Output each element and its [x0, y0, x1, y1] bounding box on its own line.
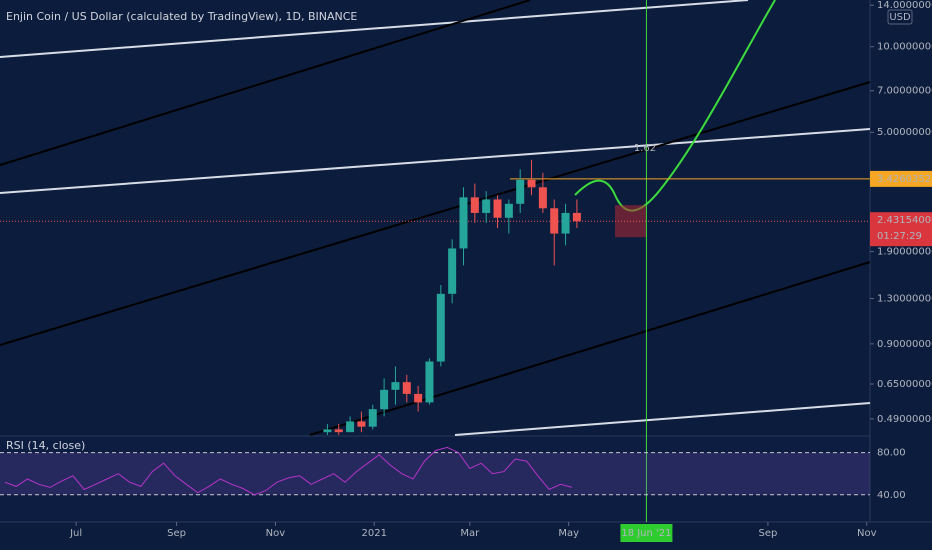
candle-body — [527, 179, 536, 188]
currency-badge — [887, 9, 913, 25]
candle-body — [346, 421, 355, 433]
x-tick-label: Jul — [69, 528, 82, 539]
last-price-label: 2.43154006 — [877, 215, 932, 226]
indicator-line — [4, 446, 573, 496]
x-tick-label: Sep — [167, 528, 186, 539]
y-tick-label: 1.90000000 — [877, 247, 932, 258]
y-tick-label: 10.00000000 — [877, 42, 932, 53]
projection-curve — [574, 0, 776, 212]
currency-label: USD — [889, 12, 911, 23]
candle-body — [504, 203, 513, 218]
candle-body — [448, 248, 457, 294]
y-tick-label: 0.49000000 — [877, 414, 932, 425]
y-tick-label: 5.00000000 — [877, 127, 932, 138]
marker-badge — [620, 524, 673, 542]
y-tick-label: 0.90000000 — [877, 339, 932, 350]
candle-body — [550, 208, 559, 234]
rsi-tick-label: 80.00 — [877, 448, 906, 459]
candle-body — [482, 199, 491, 213]
drawings — [0, 0, 871, 436]
y-tick-label: 7.00000000 — [877, 86, 932, 97]
trend-line — [0, 81, 871, 346]
level-badge — [870, 170, 932, 187]
candle-body — [391, 382, 400, 390]
y-tick-label: 1.30000000 — [877, 293, 932, 304]
candle-body — [538, 187, 547, 209]
x-tick-label: Sep — [759, 528, 778, 539]
candle-body — [380, 389, 389, 410]
candle-body — [436, 293, 445, 362]
candle-body — [402, 382, 411, 394]
candle-body — [561, 212, 570, 234]
candle-body — [368, 409, 377, 427]
trend-line — [0, 128, 871, 194]
trend-line — [0, 0, 531, 166]
candle-body — [516, 179, 525, 204]
candle-body — [414, 393, 423, 403]
candle-body — [493, 199, 502, 218]
level-label: 3.42603523 — [877, 174, 932, 185]
rsi-band — [0, 452, 870, 495]
candle-body — [334, 429, 343, 433]
x-tick-label: Mar — [460, 528, 480, 539]
x-tick-label: Nov — [857, 528, 877, 539]
x-tick-label: Nov — [266, 528, 286, 539]
trend-line — [309, 261, 871, 436]
fib-label: 1.62 — [634, 143, 656, 154]
x-tick-label: May — [558, 528, 579, 539]
candle-body — [470, 197, 479, 213]
y-tick-label: 14.00000000 — [877, 0, 932, 11]
x-tick-label: 2021 — [362, 528, 387, 539]
price-badge — [870, 212, 932, 247]
indicator-name: RSI (14, close) — [6, 439, 85, 452]
marker-label: 18 Jun '21 — [621, 528, 671, 539]
trend-line — [0, 0, 749, 58]
y-tick-label: 0.65000000 — [877, 379, 932, 390]
candle-body — [459, 197, 468, 249]
candle-body — [357, 421, 366, 427]
candle-body — [323, 429, 332, 433]
rsi-tick-label: 40.00 — [877, 490, 906, 501]
countdown-label: 01:27:29 — [877, 231, 922, 242]
candles — [323, 159, 581, 435]
candle-body — [572, 212, 581, 222]
chart-title: Enjin Coin / US Dollar (calculated by Tr… — [6, 10, 357, 23]
trend-line — [454, 402, 871, 436]
candle-body — [425, 361, 434, 403]
